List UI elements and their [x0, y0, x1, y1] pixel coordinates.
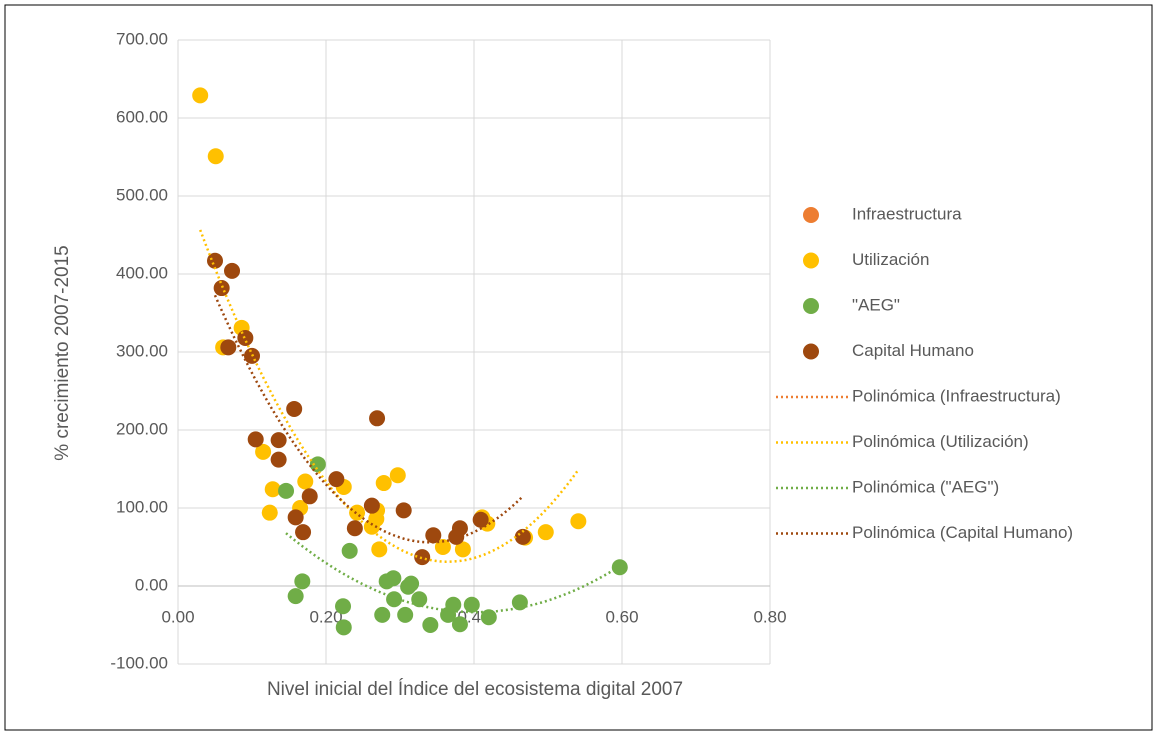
- scatter-point: [454, 541, 471, 558]
- scatter-point: [270, 432, 287, 449]
- scatter-point: [363, 497, 380, 514]
- scatter-point: [297, 473, 314, 490]
- legend-label: Utilización: [852, 250, 929, 269]
- scatter-point: [480, 609, 497, 626]
- legend-label: Polinómica (Utilización): [852, 432, 1029, 451]
- scatter-point: [207, 252, 223, 269]
- scatter-point: [397, 606, 414, 623]
- scatter-point: [255, 443, 272, 460]
- scatter-point: [207, 148, 224, 165]
- legend-marker: [803, 252, 819, 269]
- scatter-point: [369, 410, 386, 427]
- scatter-point: [224, 262, 241, 279]
- trendline: [213, 294, 524, 544]
- scatter-point: [411, 591, 428, 608]
- scatter-point: [445, 596, 462, 613]
- legend-label: Polinómica ("AEG"): [852, 477, 999, 496]
- scatter-point: [270, 451, 287, 468]
- legend-marker: [803, 298, 819, 314]
- scatter-point: [389, 467, 406, 484]
- scatter-point: [403, 575, 420, 592]
- scatter-point: [287, 588, 304, 605]
- scatter-point: [349, 504, 366, 521]
- scatter-point: [371, 541, 388, 558]
- scatter-point: [237, 329, 254, 346]
- chart-border: [4, 4, 1153, 731]
- y-tick-label: 400.00: [116, 263, 168, 282]
- scatter-point: [537, 524, 554, 541]
- scatter-point: [395, 502, 412, 519]
- scatter-point: [425, 527, 442, 544]
- legend-label: Infraestructura: [852, 204, 962, 223]
- scatter-point: [374, 606, 391, 623]
- scatter-point: [451, 616, 468, 633]
- scatter-point: [295, 524, 312, 541]
- y-tick-label: -100.00: [110, 653, 168, 672]
- scatter-point: [363, 518, 380, 535]
- x-tick-label: 0.60: [605, 607, 638, 626]
- scatter-point: [264, 481, 281, 498]
- scatter-point: [514, 528, 531, 545]
- y-tick-label: 0.00: [135, 575, 168, 594]
- legend-label: "AEG": [852, 295, 900, 314]
- scatter-point: [220, 339, 237, 356]
- scatter-point: [328, 471, 345, 488]
- scatter-point: [386, 591, 403, 608]
- trendline: [199, 229, 580, 563]
- y-tick-label: 600.00: [116, 107, 168, 126]
- x-tick-label: 0.20: [309, 607, 342, 626]
- scatter-point: [335, 619, 352, 636]
- x-tick-label: 0.00: [161, 607, 194, 626]
- legend-label: Capital Humano: [852, 341, 974, 360]
- legend-marker: [803, 207, 819, 223]
- scatter-point: [511, 594, 528, 611]
- scatter-point: [463, 596, 480, 613]
- scatter-point: [287, 509, 304, 526]
- scatter-point: [294, 573, 311, 590]
- scatter-point: [375, 475, 392, 492]
- scatter-point: [570, 513, 587, 530]
- legend-label: Polinómica (Capital Humano): [852, 523, 1073, 542]
- y-tick-label: 200.00: [116, 419, 168, 438]
- scatter-point: [278, 482, 295, 499]
- scatter-point: [301, 488, 318, 505]
- scatter-point: [335, 598, 352, 615]
- trendline: [285, 532, 621, 614]
- scatter-point: [472, 511, 489, 528]
- y-tick-label: 300.00: [116, 341, 168, 360]
- scatter-point: [346, 520, 363, 537]
- scatter-point: [247, 431, 264, 448]
- scatter-point: [611, 559, 628, 576]
- scatter-point: [192, 87, 209, 104]
- x-tick-label: 0.80: [753, 607, 786, 626]
- scatter-point: [261, 504, 278, 521]
- y-axis-title: % crecimiento 2007-2015: [52, 245, 73, 460]
- scatter-point: [385, 570, 402, 587]
- x-axis-title: Nivel inicial del Índice del ecosistema …: [267, 679, 683, 700]
- scatter-point: [341, 542, 358, 559]
- legend-label: Polinómica (Infraestructura): [852, 386, 1061, 405]
- y-tick-label: 100.00: [116, 497, 168, 516]
- scatter-point: [451, 520, 468, 537]
- scatter-point: [286, 400, 303, 417]
- scatter-point: [422, 617, 439, 633]
- legend-marker: [803, 343, 819, 360]
- y-tick-label: 500.00: [116, 185, 168, 204]
- y-tick-label: 700.00: [116, 29, 168, 48]
- scatter-point: [414, 549, 431, 566]
